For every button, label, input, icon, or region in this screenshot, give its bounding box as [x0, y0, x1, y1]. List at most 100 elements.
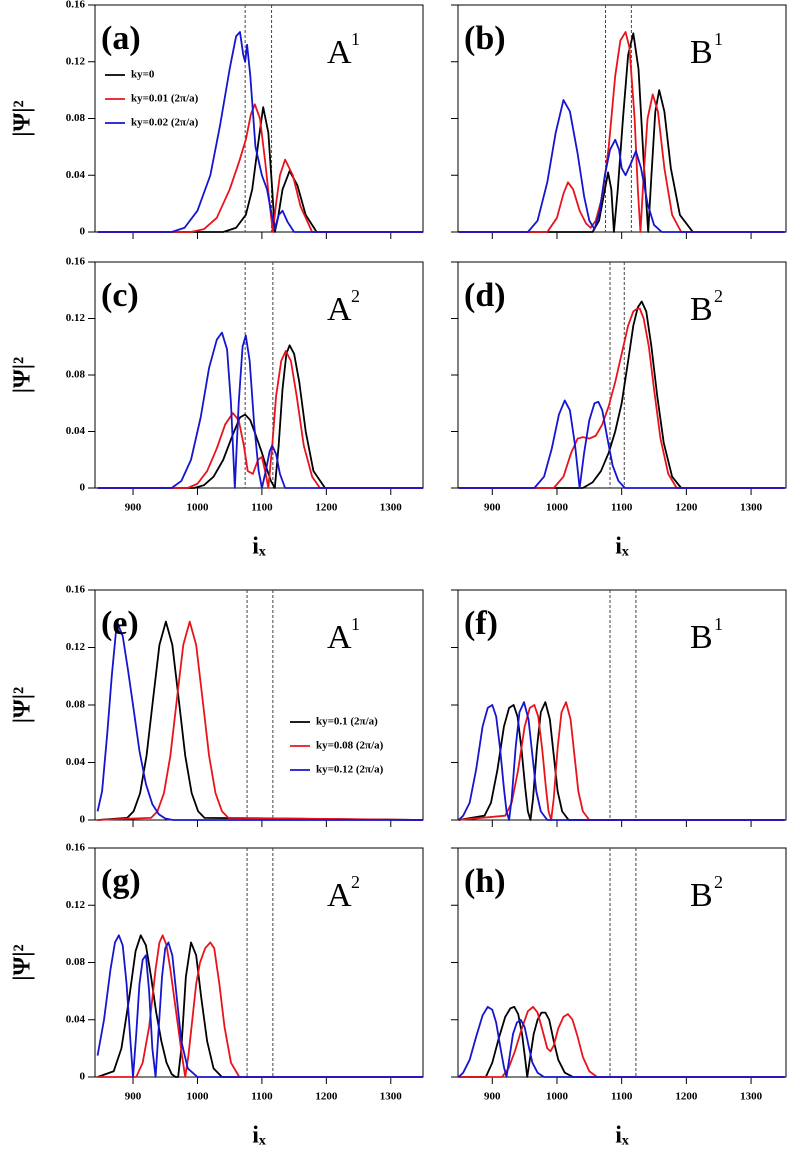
y-tick-label: 0.16: [66, 842, 86, 854]
data-line: [458, 300, 785, 489]
panel-label: (f): [464, 605, 498, 642]
data-line: [458, 31, 785, 233]
data-line: [458, 1005, 785, 1078]
y-tick-label: 0: [80, 482, 86, 494]
data-line: [97, 106, 423, 233]
y-tick-label: 0.08: [66, 699, 86, 711]
x-tick-label: 1300: [740, 502, 763, 514]
panel-label: (d): [464, 277, 506, 314]
y-axis-label: |Ψ|²: [10, 687, 36, 723]
y-tick-label: 0: [80, 814, 86, 826]
y-tick-label: 0.16: [66, 0, 86, 11]
sublattice-index: 2: [351, 286, 360, 306]
sublattice-index: 1: [714, 614, 723, 634]
y-tick-label: 0.04: [66, 1013, 86, 1025]
plot-frame: [457, 261, 787, 489]
data-line: [458, 399, 785, 489]
x-tick-label: 900: [484, 1091, 501, 1103]
data-line: [97, 331, 423, 489]
x-tick-label: 1200: [315, 502, 338, 514]
x-tick-label: 1200: [675, 1091, 698, 1103]
sublattice-label: B: [690, 619, 713, 656]
x-tick-label: 1100: [251, 1091, 273, 1103]
data-line: [458, 701, 785, 821]
sublattice-index: 1: [351, 614, 360, 634]
y-tick-label: 0.12: [66, 55, 86, 67]
sublattice-index: 1: [714, 29, 723, 49]
y-tick-label: 0.08: [66, 956, 86, 968]
sublattice-label: A: [327, 291, 352, 328]
plot-frame: [94, 847, 424, 1078]
panel-label: (a): [101, 20, 141, 57]
data-line: [97, 344, 423, 489]
y-tick-label: 0.16: [66, 256, 86, 268]
data-line: [97, 31, 423, 233]
sublattice-index: 2: [351, 872, 360, 892]
data-line: [97, 934, 423, 1078]
y-axis-label: |Ψ|²: [10, 944, 36, 980]
data-line: [458, 1005, 785, 1078]
x-tick-label: 900: [484, 502, 501, 514]
legend-label: ky=0.02 (2π/a): [131, 117, 199, 129]
data-line: [458, 701, 785, 821]
y-tick-label: 0.16: [66, 584, 86, 596]
legend-label: ky=0.12 (2π/a): [316, 764, 384, 776]
x-tick-label: 1200: [315, 1091, 338, 1103]
plot-frame: [94, 261, 424, 489]
data-line: [97, 620, 424, 821]
y-tick-label: 0.04: [66, 756, 86, 768]
data-line: [97, 103, 423, 233]
plot-frame: [457, 589, 787, 821]
legend-label: ky=0.01 (2π/a): [131, 93, 199, 105]
y-axis-label: |Ψ|²: [10, 100, 36, 136]
x-tick-label: 1300: [380, 502, 403, 514]
data-line: [458, 99, 785, 233]
y-tick-label: 0: [80, 1071, 86, 1083]
panel-label: (b): [464, 20, 506, 57]
sublattice-label: B: [690, 291, 713, 328]
x-tick-label: 1100: [611, 1091, 633, 1103]
x-tick-label: 1200: [675, 502, 698, 514]
plot-frame: [457, 847, 787, 1078]
panel-label: (e): [101, 605, 139, 642]
y-tick-label: 0.04: [66, 425, 86, 437]
x-tick-label: 1000: [546, 502, 569, 514]
y-tick-label: 0: [80, 226, 86, 238]
panel-label: (g): [101, 863, 141, 900]
y-tick-label: 0.12: [66, 641, 86, 653]
sublattice-label: B: [690, 34, 713, 71]
data-line: [97, 350, 423, 489]
data-line: [97, 620, 424, 821]
sublattice-index: 2: [714, 872, 723, 892]
sublattice-label: A: [327, 34, 352, 71]
x-tick-label: 1000: [546, 1091, 569, 1103]
data-line: [458, 32, 785, 233]
sublattice-index: 2: [714, 286, 723, 306]
plot-frame: [94, 589, 424, 821]
sublattice-label: A: [327, 619, 352, 656]
data-line: [96, 934, 423, 1078]
y-tick-label: 0.04: [66, 169, 86, 181]
x-tick-label: 1300: [380, 1091, 403, 1103]
legend-label: ky=0.08 (2π/a): [316, 740, 384, 752]
y-tick-label: 0.12: [66, 312, 86, 324]
x-tick-label: 1100: [251, 502, 273, 514]
x-tick-label: 1100: [611, 502, 633, 514]
data-line: [458, 701, 785, 821]
y-tick-label: 0.08: [66, 112, 86, 124]
x-axis-label: iₓ: [252, 1123, 266, 1149]
x-axis-label: iₓ: [615, 1123, 629, 1149]
data-line: [96, 620, 423, 821]
panel-label: (h): [464, 863, 506, 900]
legend-label: ky=0: [131, 69, 155, 81]
x-tick-label: 1000: [186, 502, 209, 514]
x-tick-label: 1000: [186, 1091, 209, 1103]
x-axis-label: iₓ: [615, 534, 629, 560]
data-line: [97, 934, 423, 1078]
x-tick-label: 1300: [740, 1091, 763, 1103]
y-tick-label: 0.08: [66, 369, 86, 381]
y-axis-label: |Ψ|²: [10, 357, 36, 393]
x-tick-label: 900: [125, 502, 142, 514]
